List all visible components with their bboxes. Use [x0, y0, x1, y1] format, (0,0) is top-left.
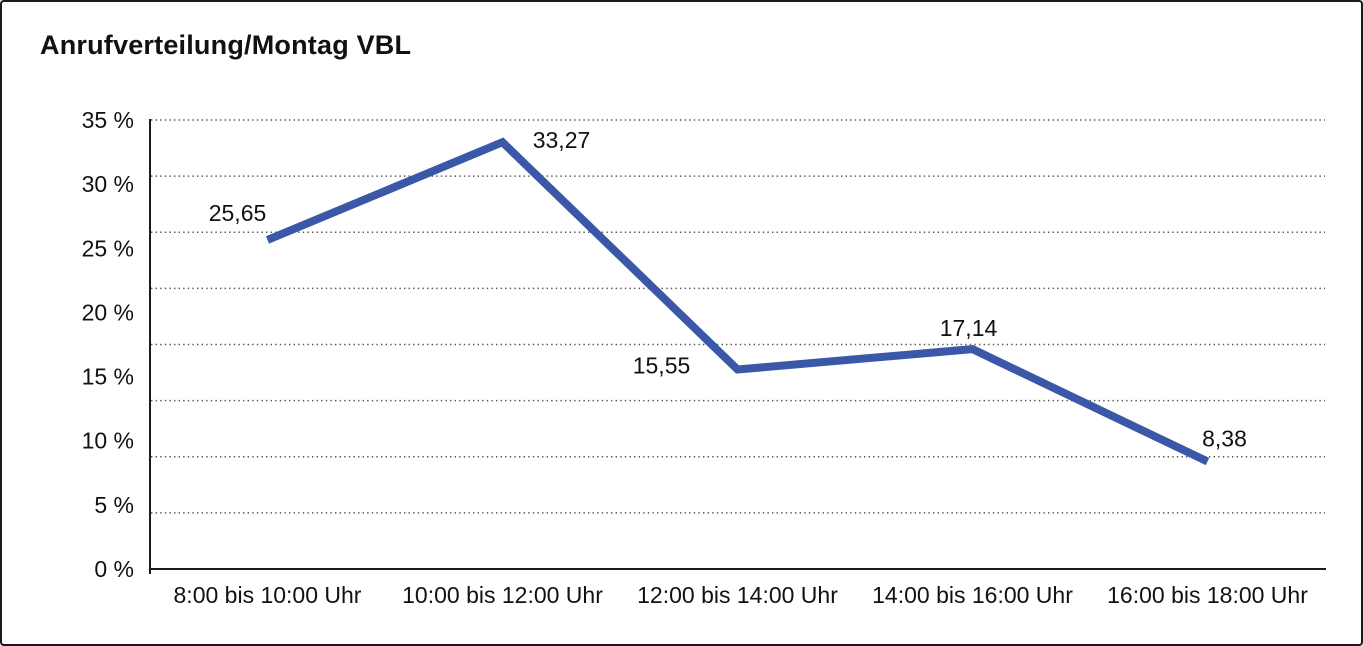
x-axis-category-label: 16:00 bis 18:00 Uhr	[1107, 582, 1308, 608]
y-axis-tick-label: 15 %	[82, 364, 134, 390]
data-point-label: 8,38	[1202, 425, 1247, 451]
y-axis-tick-label: 0 %	[94, 556, 134, 582]
y-axis-tick-label: 35 %	[82, 107, 134, 133]
y-axis-tick-label: 30 %	[82, 171, 134, 197]
y-axis-tick-label: 25 %	[82, 235, 134, 261]
y-axis-tick-label: 20 %	[82, 299, 134, 325]
chart-title: Anrufverteilung/Montag VBL	[40, 30, 412, 60]
x-axis-category-label: 8:00 bis 10:00 Uhr	[174, 582, 362, 608]
data-point-label: 33,27	[533, 127, 591, 153]
data-point-label: 17,14	[940, 315, 998, 341]
data-point-label: 25,65	[209, 200, 267, 226]
y-axis-tick-label: 10 %	[82, 428, 134, 454]
x-axis-category-label: 10:00 bis 12:00 Uhr	[402, 582, 603, 608]
series-line	[265, 137, 1210, 466]
x-axis-category-label: 12:00 bis 14:00 Uhr	[637, 582, 838, 608]
x-axis-category-label: 14:00 bis 16:00 Uhr	[872, 582, 1073, 608]
y-axis-tick-label: 5 %	[94, 492, 134, 518]
data-point-label: 15,55	[633, 353, 691, 379]
